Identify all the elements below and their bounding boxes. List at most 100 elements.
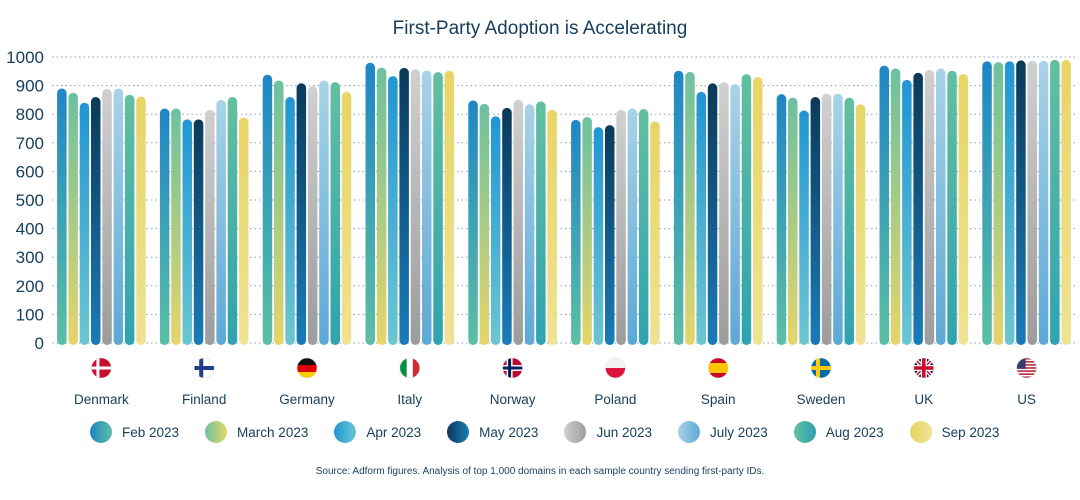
denmark-flag-icon — [91, 357, 112, 379]
bar-norway-aug-2023 — [536, 101, 546, 345]
bar-poland-march-2023 — [582, 117, 592, 345]
bar-italy-may-2023 — [399, 67, 409, 346]
bar-denmark-sep-2023 — [136, 96, 146, 345]
bar-sweden-apr-2023 — [799, 110, 809, 346]
sweden-flag-icon — [810, 357, 832, 379]
legend-label: Sep 2023 — [941, 424, 1000, 440]
bar-us-apr-2023 — [1004, 61, 1015, 345]
y-tick-label: 200 — [16, 277, 44, 296]
bar-uk-jun-2023 — [924, 69, 935, 346]
y-tick-label: 1000 — [6, 48, 44, 67]
legend-item: Feb 2023 — [90, 421, 179, 443]
bar-us-july-2023 — [1038, 60, 1049, 346]
bar-germany-feb-2023 — [262, 74, 273, 346]
spain-flag-icon — [707, 357, 729, 379]
legend-label: July 2023 — [710, 424, 768, 440]
legend-swatch — [793, 421, 816, 443]
bar-sweden-aug-2023 — [844, 97, 854, 345]
x-tick-label: Germany — [279, 392, 335, 407]
x-tick-label: Finland — [182, 392, 226, 407]
bar-finland-jun-2023 — [205, 109, 215, 345]
bar-denmark-july-2023 — [113, 88, 124, 346]
x-tick-label: UK — [914, 392, 933, 407]
bar-uk-march-2023 — [890, 68, 901, 345]
y-tick-label: 400 — [16, 220, 44, 239]
x-tick-label: Poland — [594, 392, 636, 407]
bar-finland-march-2023 — [171, 108, 181, 345]
bar-finland-aug-2023 — [227, 97, 238, 345]
bar-germany-aug-2023 — [330, 82, 340, 345]
bar-us-may-2023 — [1016, 60, 1026, 345]
bar-norway-july-2023 — [524, 104, 535, 345]
bar-italy-aug-2023 — [433, 72, 443, 346]
bar-denmark-may-2023 — [91, 97, 101, 345]
bar-norway-feb-2023 — [468, 100, 478, 345]
poland-flag-icon — [605, 357, 626, 379]
x-tick-label: Italy — [397, 392, 422, 407]
bar-norway-jun-2023 — [513, 99, 523, 346]
bar-germany-jun-2023 — [307, 86, 318, 345]
legend-label: March 2023 — [237, 424, 309, 440]
legend-item: Apr 2023 — [334, 421, 421, 443]
bar-us-aug-2023 — [1050, 59, 1060, 346]
bar-us-jun-2023 — [1027, 60, 1037, 346]
y-tick-label: 300 — [16, 248, 44, 267]
bar-sweden-july-2023 — [833, 93, 843, 345]
bar-poland-may-2023 — [605, 125, 615, 346]
bar-poland-july-2023 — [627, 108, 638, 345]
bar-uk-apr-2023 — [902, 79, 912, 345]
legend-item: Aug 2023 — [793, 421, 884, 443]
legend-swatch — [447, 421, 470, 443]
bar-poland-apr-2023 — [593, 127, 604, 345]
bar-italy-apr-2023 — [388, 76, 398, 346]
bar-sweden-jun-2023 — [821, 93, 832, 345]
bar-uk-may-2023 — [913, 72, 923, 345]
chart-title: First-Party Adoption is Accelerating — [392, 18, 688, 39]
legend-item: Jun 2023 — [564, 421, 652, 443]
y-tick-label: 800 — [16, 105, 44, 124]
bar-denmark-jun-2023 — [102, 89, 112, 345]
legend-swatch — [564, 421, 587, 443]
uk-flag-icon — [913, 357, 935, 379]
legend-swatch — [205, 421, 228, 443]
legend-item: Sep 2023 — [909, 421, 1000, 443]
y-tick-label: 900 — [16, 77, 44, 96]
source-note: Source: Adform figures. Analysis of top … — [315, 466, 765, 477]
legend-item: July 2023 — [678, 421, 768, 443]
bar-germany-march-2023 — [274, 80, 284, 346]
x-tick-label: Denmark — [74, 392, 129, 407]
bar-germany-apr-2023 — [285, 97, 295, 345]
bar-italy-march-2023 — [376, 67, 387, 345]
y-tick-label: 100 — [16, 305, 44, 324]
legend: Feb 2023 March 2023 Apr 2023 May 2023 Jun 20… — [90, 421, 1025, 443]
legend-label: Aug 2023 — [825, 424, 884, 440]
bar-us-feb-2023 — [982, 61, 992, 345]
legend-swatch — [909, 421, 932, 443]
bar-denmark-aug-2023 — [124, 94, 135, 345]
bar-denmark-feb-2023 — [57, 88, 67, 346]
norway-flag-icon — [502, 357, 523, 379]
bar-finland-apr-2023 — [182, 119, 192, 346]
y-tick-label: 0 — [35, 334, 44, 353]
y-tick-label: 700 — [16, 134, 44, 153]
bar-spain-aug-2023 — [741, 74, 752, 345]
bar-spain-jun-2023 — [719, 82, 729, 345]
bar-norway-march-2023 — [479, 103, 490, 346]
bar-sweden-march-2023 — [788, 97, 798, 345]
bar-sweden-feb-2023 — [776, 94, 787, 346]
x-tick-label: Norway — [490, 392, 536, 407]
bar-denmark-march-2023 — [68, 92, 78, 345]
bar-spain-feb-2023 — [673, 70, 684, 345]
bar-us-sep-2023 — [1061, 59, 1071, 346]
legend-swatch — [90, 421, 112, 443]
legend-item: May 2023 — [447, 421, 538, 443]
bar-italy-sep-2023 — [444, 70, 455, 345]
bar-italy-feb-2023 — [365, 62, 375, 345]
bar-spain-sep-2023 — [753, 77, 763, 346]
legend-label: May 2023 — [479, 424, 539, 440]
bar-finland-feb-2023 — [159, 108, 170, 345]
bar-italy-jun-2023 — [410, 69, 421, 345]
bar-us-march-2023 — [993, 62, 1004, 345]
bar-sweden-may-2023 — [810, 97, 821, 345]
x-tick-label: US — [1017, 392, 1036, 407]
